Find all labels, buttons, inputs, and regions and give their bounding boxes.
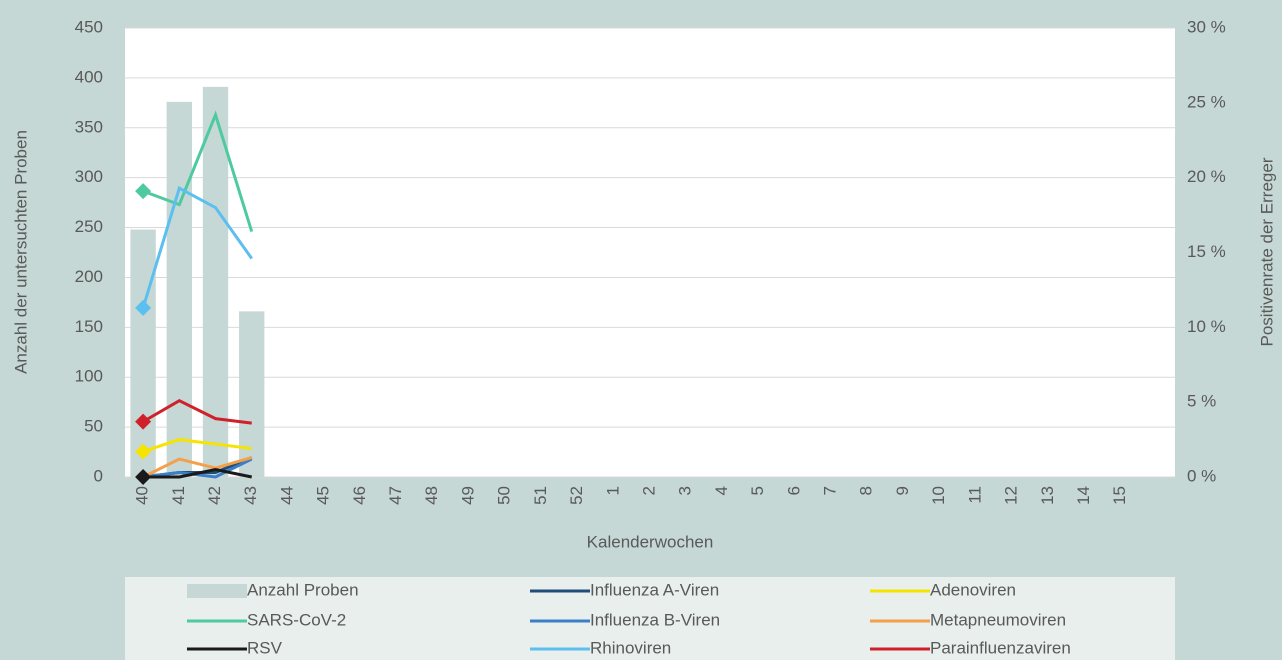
y-tick-label: 300	[75, 167, 103, 186]
x-tick-label: 45	[314, 486, 333, 505]
y2-tick-label: 10 %	[1187, 317, 1226, 336]
x-tick-label: 11	[965, 486, 984, 504]
x-tick-label: 12	[1002, 486, 1021, 505]
x-tick-label: 9	[893, 486, 912, 495]
y2-tick-label: 25 %	[1187, 92, 1226, 111]
y2-axis-title: Positivenrate der Erreger	[1257, 157, 1276, 346]
x-tick-label: 51	[531, 486, 550, 505]
x-tick-label: 43	[241, 486, 260, 505]
plot-area	[125, 28, 1175, 477]
y-tick-label: 450	[75, 17, 103, 36]
line-marker	[135, 299, 152, 316]
line-marker	[135, 413, 152, 430]
x-tick-label: 40	[133, 486, 152, 505]
y-tick-label: 100	[75, 367, 103, 386]
x-tick-label: 49	[458, 486, 477, 505]
legend-box	[125, 577, 1175, 660]
y-tick-label: 150	[75, 317, 103, 336]
legend-label: SARS-CoV-2	[247, 610, 346, 629]
x-tick-label: 6	[784, 486, 803, 495]
line-marker	[135, 469, 152, 485]
bar	[202, 86, 229, 477]
bar	[130, 229, 156, 477]
x-tick-label: 44	[277, 486, 296, 505]
bar	[239, 311, 265, 477]
y-tick-label: 400	[75, 67, 103, 86]
x-tick-label: 48	[422, 486, 441, 505]
y2-tick-label: 5 %	[1187, 392, 1216, 411]
y2-tick-label: 20 %	[1187, 167, 1226, 186]
line	[142, 438, 252, 453]
x-axis-title: Kalenderwochen	[587, 532, 714, 551]
line	[142, 398, 252, 425]
line	[142, 456, 253, 479]
x-tick-label: 4	[712, 486, 731, 495]
legend-label: Rhinoviren	[590, 638, 671, 657]
line	[142, 110, 254, 232]
x-tick-label: 8	[857, 486, 876, 495]
line-marker	[135, 183, 152, 200]
legend-label: Influenza A-Viren	[590, 580, 719, 599]
x-tick-label: 5	[748, 486, 767, 495]
y-axis-title: Anzahl der untersuchten Proben	[11, 130, 30, 374]
legend-label: Adenoviren	[930, 580, 1016, 599]
y-tick-label: 250	[75, 217, 103, 236]
y-tick-label: 350	[75, 117, 103, 136]
legend-label: Influenza B-Viren	[590, 610, 720, 629]
y-tick-label: 0	[94, 466, 103, 485]
line	[141, 185, 253, 309]
x-tick-label: 42	[205, 486, 224, 505]
y2-tick-label: 30 %	[1187, 17, 1226, 36]
x-tick-label: 47	[386, 486, 405, 505]
y-tick-label: 200	[75, 267, 103, 286]
x-tick-label: 46	[350, 486, 369, 505]
x-tick-label: 7	[821, 486, 840, 495]
x-tick-label: 52	[567, 486, 586, 505]
x-tick-label: 1	[603, 486, 622, 495]
x-tick-label: 3	[676, 486, 695, 495]
bar	[166, 101, 192, 477]
x-tick-label: 14	[1074, 486, 1093, 505]
x-tick-label: 15	[1110, 486, 1129, 505]
y-tick-label: 50	[84, 417, 103, 436]
legend-label: Parainfluenzaviren	[930, 638, 1071, 657]
line-marker	[135, 443, 152, 460]
x-tick-label: 10	[929, 486, 948, 505]
y2-tick-label: 15 %	[1187, 242, 1226, 261]
x-tick-label: 50	[495, 486, 514, 505]
legend-label: Anzahl Proben	[247, 580, 359, 599]
legend-label: Metapneumoviren	[930, 610, 1066, 629]
legend-swatch	[187, 584, 247, 598]
x-tick-label: 41	[169, 486, 188, 505]
line	[143, 467, 253, 479]
legend-label: RSV	[247, 638, 283, 657]
x-tick-label: 13	[1038, 486, 1057, 505]
x-tick-label: 2	[639, 486, 658, 495]
y2-tick-label: 0 %	[1187, 466, 1216, 485]
